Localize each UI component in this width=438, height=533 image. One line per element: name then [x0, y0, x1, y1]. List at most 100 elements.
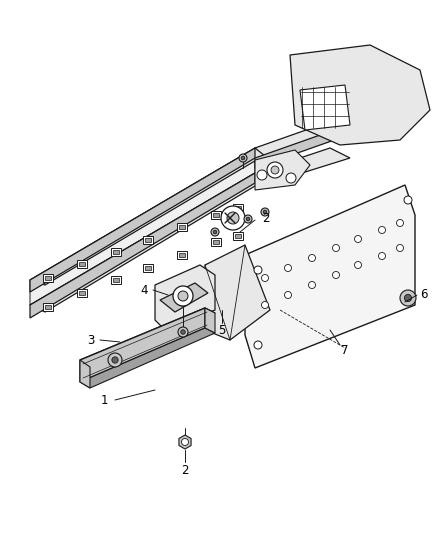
Polygon shape — [79, 291, 85, 295]
Text: 4: 4 — [140, 284, 148, 296]
Circle shape — [308, 281, 315, 288]
Circle shape — [112, 357, 118, 363]
Polygon shape — [111, 248, 121, 256]
Polygon shape — [212, 213, 219, 217]
Circle shape — [177, 294, 189, 306]
Polygon shape — [179, 435, 191, 449]
Polygon shape — [45, 305, 51, 309]
Circle shape — [261, 274, 268, 281]
Polygon shape — [254, 118, 364, 160]
Circle shape — [285, 173, 295, 183]
Circle shape — [246, 217, 249, 221]
Polygon shape — [80, 328, 215, 388]
Polygon shape — [254, 150, 309, 190]
Polygon shape — [212, 240, 219, 244]
Circle shape — [378, 253, 385, 260]
Polygon shape — [43, 274, 53, 282]
Polygon shape — [159, 283, 208, 312]
Circle shape — [396, 245, 403, 252]
Circle shape — [238, 154, 247, 162]
Circle shape — [354, 236, 360, 243]
Circle shape — [332, 245, 339, 252]
Circle shape — [180, 297, 186, 303]
Text: 5: 5 — [218, 324, 225, 336]
Circle shape — [108, 353, 122, 367]
Polygon shape — [77, 289, 87, 297]
Polygon shape — [143, 264, 153, 272]
Polygon shape — [233, 232, 243, 240]
Circle shape — [261, 302, 268, 309]
Polygon shape — [30, 148, 269, 285]
Polygon shape — [80, 308, 205, 382]
Polygon shape — [179, 253, 184, 257]
Circle shape — [354, 262, 360, 269]
Polygon shape — [179, 225, 184, 229]
Polygon shape — [254, 148, 349, 183]
Polygon shape — [234, 206, 240, 210]
Text: 6: 6 — [419, 288, 427, 302]
Polygon shape — [80, 360, 90, 388]
Polygon shape — [211, 211, 220, 219]
Circle shape — [284, 264, 291, 271]
Text: 2: 2 — [181, 464, 188, 477]
Text: 1: 1 — [100, 393, 108, 407]
Circle shape — [254, 266, 261, 274]
Circle shape — [181, 439, 188, 446]
Circle shape — [240, 156, 244, 160]
Circle shape — [226, 212, 238, 224]
Polygon shape — [145, 238, 151, 242]
Polygon shape — [205, 308, 215, 333]
Polygon shape — [45, 276, 51, 280]
Circle shape — [403, 291, 411, 299]
Text: 7: 7 — [340, 343, 348, 357]
Circle shape — [308, 254, 315, 262]
Polygon shape — [113, 250, 119, 254]
Text: 3: 3 — [88, 334, 95, 346]
Polygon shape — [177, 251, 187, 259]
Polygon shape — [155, 265, 215, 330]
Polygon shape — [244, 185, 414, 368]
Polygon shape — [80, 308, 215, 367]
Circle shape — [256, 170, 266, 180]
Circle shape — [177, 327, 187, 337]
Polygon shape — [113, 278, 119, 282]
Polygon shape — [77, 260, 87, 268]
Circle shape — [403, 196, 411, 204]
Circle shape — [378, 227, 385, 233]
Polygon shape — [79, 262, 85, 266]
Polygon shape — [177, 223, 187, 231]
Polygon shape — [30, 173, 254, 318]
Circle shape — [403, 294, 411, 302]
Polygon shape — [233, 204, 243, 212]
Circle shape — [244, 215, 251, 223]
Polygon shape — [234, 234, 240, 238]
Circle shape — [399, 290, 415, 306]
Polygon shape — [30, 148, 254, 292]
Polygon shape — [254, 128, 339, 168]
Polygon shape — [143, 236, 153, 244]
Circle shape — [270, 166, 279, 174]
Polygon shape — [299, 85, 349, 130]
Circle shape — [211, 228, 219, 236]
Polygon shape — [30, 148, 254, 305]
Circle shape — [173, 286, 193, 306]
Text: 2: 2 — [261, 212, 269, 224]
Circle shape — [261, 208, 268, 216]
Circle shape — [284, 292, 291, 298]
Circle shape — [263, 210, 266, 214]
Polygon shape — [211, 238, 220, 246]
Circle shape — [213, 230, 216, 234]
Polygon shape — [30, 173, 269, 312]
Polygon shape — [290, 45, 429, 145]
Circle shape — [266, 162, 283, 178]
Circle shape — [396, 220, 403, 227]
Circle shape — [180, 330, 185, 334]
Circle shape — [254, 341, 261, 349]
Polygon shape — [145, 266, 151, 270]
Polygon shape — [111, 276, 121, 284]
Circle shape — [177, 291, 187, 301]
Circle shape — [220, 206, 244, 230]
Polygon shape — [205, 245, 269, 340]
Polygon shape — [43, 303, 53, 311]
Circle shape — [332, 271, 339, 279]
